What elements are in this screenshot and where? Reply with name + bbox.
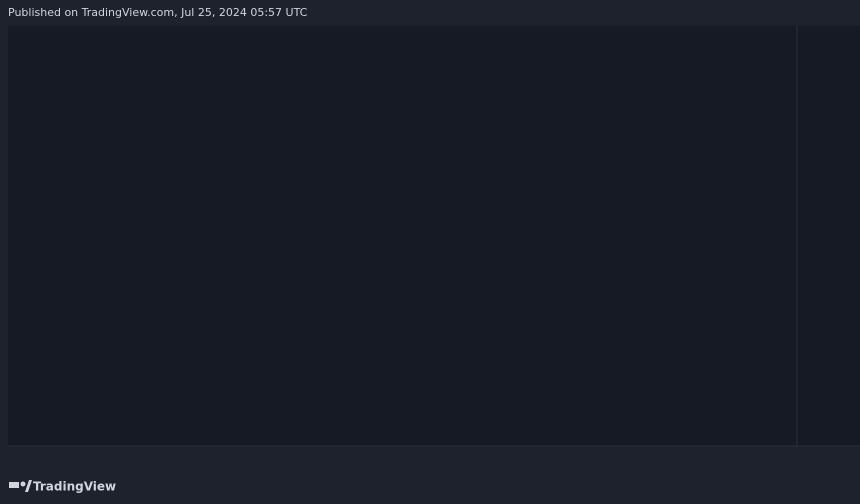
logo: TradingView [9, 480, 116, 494]
logo-mark [20, 481, 26, 487]
published-line: Published on TradingView.com, Jul 25, 20… [8, 6, 308, 19]
footer-brand: TradingView [33, 480, 116, 494]
logo-mark [25, 480, 32, 492]
logo-mark [9, 482, 19, 488]
plot-area [8, 26, 797, 446]
price-axis [797, 26, 860, 446]
